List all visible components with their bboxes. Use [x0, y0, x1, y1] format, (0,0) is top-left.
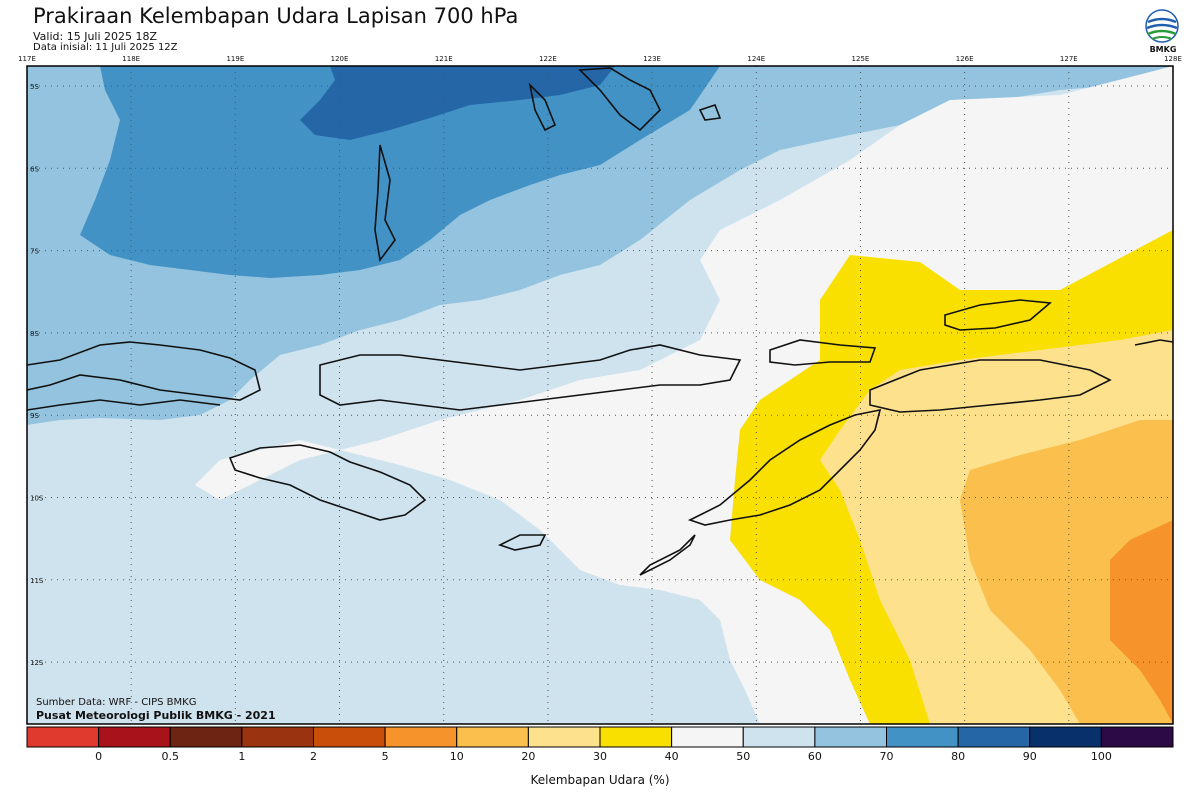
- colorbar-swatch: [1029, 726, 1102, 748]
- colorbar-tick-label: 20: [521, 750, 536, 763]
- colorbar-tick-label: 50: [736, 750, 751, 763]
- colorbar-tick-label: 2: [310, 750, 317, 763]
- colorbar-tick-label: 80: [951, 750, 966, 763]
- lon-label: 126E: [956, 55, 974, 63]
- data-source: Sumber Data: WRF - CIPS BMKG: [36, 697, 197, 708]
- colorbar-tick-label: 10: [449, 750, 464, 763]
- colorbar-swatch: [241, 726, 314, 748]
- colorbar-swatch: [886, 726, 959, 748]
- lat-label: 12S: [30, 659, 44, 667]
- colorbar-tick-label: 5: [381, 750, 389, 763]
- zone-70-80: [80, 66, 720, 278]
- valid-time: Valid: 15 Juli 2025 18Z: [33, 30, 158, 43]
- colorbar-tick-label: 60: [807, 750, 822, 763]
- lon-label: 117E: [18, 55, 36, 63]
- colorbar-swatch: [456, 726, 529, 748]
- colorbar-swatch: [527, 726, 601, 748]
- zone-5-10: [1110, 520, 1173, 724]
- colorbar-tick-label: 0: [95, 750, 103, 763]
- lat-label: 6S: [30, 165, 39, 173]
- lon-label: 121E: [435, 55, 453, 63]
- lon-label: 120E: [331, 55, 349, 63]
- lat-label: 11S: [30, 577, 44, 585]
- colorbar-swatch: [26, 726, 100, 748]
- colorbar-swatch: [742, 726, 816, 748]
- lon-label: 125E: [852, 55, 870, 63]
- colorbar-tick-label: 90: [1022, 750, 1037, 763]
- colorbar-swatch: [814, 726, 887, 748]
- colorbar: [26, 726, 1174, 748]
- colorbar-swatch: [671, 726, 744, 748]
- zone-40-50: [195, 66, 1173, 724]
- lat-label: 5S: [30, 83, 39, 91]
- colorbar-tick-label: 1: [238, 750, 246, 763]
- zone-80-90: [300, 66, 615, 140]
- colorbar-swatch: [957, 726, 1031, 748]
- lat-label: 7S: [30, 248, 39, 256]
- colorbar-title: Kelembapan Udara (%): [530, 773, 670, 787]
- lon-label: 119E: [226, 55, 244, 63]
- colorbar-swatch: [169, 726, 243, 748]
- latitude-labels: 5S 6S 7S 8S 9S 10S 11S 12S: [30, 83, 44, 667]
- lon-label: 118E: [122, 55, 140, 63]
- coastlines: [27, 67, 1173, 576]
- longitude-labels: 117E 118E 119E 120E 121E 122E 123E 124E 125E 126E…: [18, 55, 1182, 63]
- bmkg-logo: [1145, 9, 1179, 43]
- lat-label: 10S: [30, 495, 44, 503]
- colorbar-tick-label: 100: [1090, 750, 1112, 763]
- colorbar-tick-label: 0.5: [161, 750, 180, 763]
- lon-label: 128E: [1164, 55, 1182, 63]
- colorbar-swatch: [313, 726, 386, 748]
- lon-label: 123E: [643, 55, 661, 63]
- colorbar-swatch: [98, 726, 171, 748]
- lon-label: 124E: [747, 55, 765, 63]
- colorbar-tick-label: 70: [879, 750, 894, 763]
- colorbar-swatch: [1100, 726, 1174, 748]
- colorbar-tick-label: 30: [593, 750, 607, 763]
- publisher: Pusat Meteorologi Publik BMKG - 2021: [36, 709, 276, 722]
- init-time: Data inisial: 11 Juli 2025 12Z: [33, 42, 178, 53]
- lat-label: 8S: [30, 330, 39, 338]
- colorbar-tick-label: 40: [664, 750, 679, 763]
- map-frame: [26, 65, 1174, 725]
- colorbar-swatch: [384, 726, 458, 748]
- lon-label: 127E: [1060, 55, 1078, 63]
- lat-label: 9S: [30, 412, 39, 420]
- page-title: Prakiraan Kelembapan Udara Lapisan 700 h…: [33, 4, 519, 28]
- colorbar-swatch: [599, 726, 673, 748]
- lon-label: 122E: [539, 55, 557, 63]
- grid-lines: [27, 66, 1173, 724]
- logo-text: BMKG: [1149, 45, 1177, 54]
